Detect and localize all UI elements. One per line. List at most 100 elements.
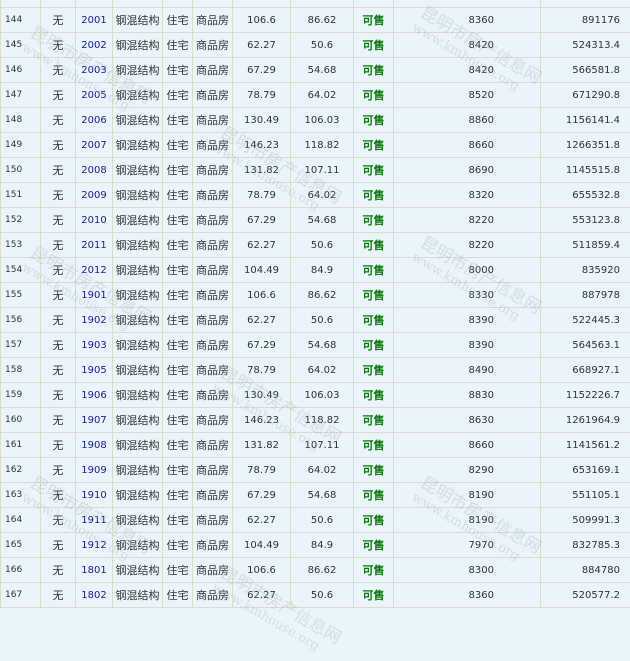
structure-cell: 钢混结构 bbox=[113, 308, 163, 333]
room-link[interactable]: 1911 bbox=[81, 515, 106, 526]
structure-cell: 钢混结构 bbox=[113, 183, 163, 208]
row-number: 163 bbox=[1, 483, 41, 508]
room-number-link: 2012 bbox=[76, 258, 113, 283]
room-number-link: 2009 bbox=[76, 183, 113, 208]
room-number-link: 2001 bbox=[76, 8, 113, 33]
room-link[interactable]: 2010 bbox=[81, 215, 106, 226]
sale-status-cell: 可售 bbox=[354, 83, 394, 108]
room-link[interactable]: 1912 bbox=[81, 540, 106, 551]
room-link[interactable]: 1907 bbox=[81, 415, 106, 426]
mark-cell: 无 bbox=[41, 583, 76, 608]
total-price-cell: 1266351.8 bbox=[541, 133, 630, 158]
room-link[interactable]: 2002 bbox=[81, 40, 106, 51]
inner-area-cell: 50.6 bbox=[291, 308, 354, 333]
floor-area-cell: 130.49 bbox=[233, 383, 291, 408]
structure-cell: 钢混结构 bbox=[113, 533, 163, 558]
sale-status-cell: 可售 bbox=[354, 583, 394, 608]
inner-area-cell: 54.68 bbox=[291, 483, 354, 508]
room-link[interactable]: 1905 bbox=[81, 365, 106, 376]
total-price-cell: 1152226.7 bbox=[541, 383, 630, 408]
room-link[interactable]: 1908 bbox=[81, 440, 106, 451]
sale-status-cell: 可售 bbox=[354, 308, 394, 333]
mark-cell: 无 bbox=[41, 83, 76, 108]
sale-status-cell: 可售 bbox=[354, 533, 394, 558]
room-link[interactable]: 1910 bbox=[81, 490, 106, 501]
room-link[interactable]: 1901 bbox=[81, 290, 106, 301]
structure-cell: 钢混结构 bbox=[113, 358, 163, 383]
unit-price-cell: 8360 bbox=[394, 583, 541, 608]
room-number-link: 1907 bbox=[76, 408, 113, 433]
mark-cell: 无 bbox=[41, 258, 76, 283]
housing-type-cell: 商品房 bbox=[193, 133, 233, 158]
room-link[interactable]: 2007 bbox=[81, 140, 106, 151]
total-price-cell: 655532.8 bbox=[541, 183, 630, 208]
total-price-cell: 522445.3 bbox=[541, 308, 630, 333]
sale-status-cell: 可售 bbox=[354, 433, 394, 458]
inner-area-cell: 50.6 bbox=[291, 508, 354, 533]
usage-cell: 住宅 bbox=[163, 258, 193, 283]
sale-status-cell: 可售 bbox=[354, 133, 394, 158]
housing-type-cell: 商品房 bbox=[193, 433, 233, 458]
room-link[interactable]: 1903 bbox=[81, 340, 106, 351]
floor-area-cell: 62.27 bbox=[233, 33, 291, 58]
housing-type-cell: 商品房 bbox=[193, 158, 233, 183]
room-number-link: 1908 bbox=[76, 433, 113, 458]
room-link[interactable]: 1902 bbox=[81, 315, 106, 326]
room-link[interactable]: 1909 bbox=[81, 465, 106, 476]
inner-area-cell: 86.62 bbox=[291, 8, 354, 33]
housing-type-cell: 商品房 bbox=[193, 183, 233, 208]
usage-cell: 住宅 bbox=[163, 483, 193, 508]
room-link[interactable]: 2009 bbox=[81, 190, 106, 201]
mark-cell: 无 bbox=[41, 333, 76, 358]
room-link[interactable]: 1802 bbox=[81, 590, 106, 601]
row-number: 149 bbox=[1, 133, 41, 158]
usage-cell: 住宅 bbox=[163, 133, 193, 158]
inner-area-cell: 64.02 bbox=[291, 458, 354, 483]
room-link[interactable]: 2008 bbox=[81, 165, 106, 176]
room-link[interactable]: 2006 bbox=[81, 115, 106, 126]
floor-area-cell: 67.29 bbox=[233, 333, 291, 358]
usage-cell: 住宅 bbox=[163, 158, 193, 183]
room-link[interactable]: 2012 bbox=[81, 265, 106, 276]
row-number: 164 bbox=[1, 508, 41, 533]
total-price-cell: 668927.1 bbox=[541, 358, 630, 383]
floor-area-cell: 131.82 bbox=[233, 158, 291, 183]
housing-type-cell: 商品房 bbox=[193, 308, 233, 333]
total-price-cell: 520577.2 bbox=[541, 583, 630, 608]
housing-type-cell: 商品房 bbox=[193, 208, 233, 233]
housing-type-cell: 商品房 bbox=[193, 8, 233, 33]
inner-area-cell: 118.82 bbox=[291, 408, 354, 433]
room-number-link: 2007 bbox=[76, 133, 113, 158]
total-price-cell: 832785.3 bbox=[541, 533, 630, 558]
inner-area-cell: 84.9 bbox=[291, 258, 354, 283]
unit-price-cell: 8220 bbox=[394, 233, 541, 258]
total-price-cell: 1156141.4 bbox=[541, 108, 630, 133]
room-link[interactable]: 2005 bbox=[81, 90, 106, 101]
row-number: 147 bbox=[1, 83, 41, 108]
structure-cell: 钢混结构 bbox=[113, 333, 163, 358]
mark-cell: 无 bbox=[41, 108, 76, 133]
room-link[interactable]: 1801 bbox=[81, 565, 106, 576]
housing-type-cell: 商品房 bbox=[193, 58, 233, 83]
mark-cell: 无 bbox=[41, 33, 76, 58]
sale-status-cell: 可售 bbox=[354, 558, 394, 583]
room-link[interactable]: 2011 bbox=[81, 240, 106, 251]
sale-status-cell: 可售 bbox=[354, 458, 394, 483]
mark-cell: 无 bbox=[41, 558, 76, 583]
unit-price-cell: 8320 bbox=[394, 183, 541, 208]
unit-price-cell: 8190 bbox=[394, 508, 541, 533]
room-link[interactable]: 1906 bbox=[81, 390, 106, 401]
room-number-link: 1901 bbox=[76, 283, 113, 308]
floor-area-cell: 146.23 bbox=[233, 133, 291, 158]
room-link[interactable]: 2001 bbox=[81, 15, 106, 26]
row-number: 144 bbox=[1, 8, 41, 33]
housing-type-cell: 商品房 bbox=[193, 533, 233, 558]
room-link[interactable]: 2003 bbox=[81, 65, 106, 76]
usage-cell: 住宅 bbox=[163, 8, 193, 33]
inner-area-cell: 107.11 bbox=[291, 433, 354, 458]
structure-cell: 钢混结构 bbox=[113, 408, 163, 433]
